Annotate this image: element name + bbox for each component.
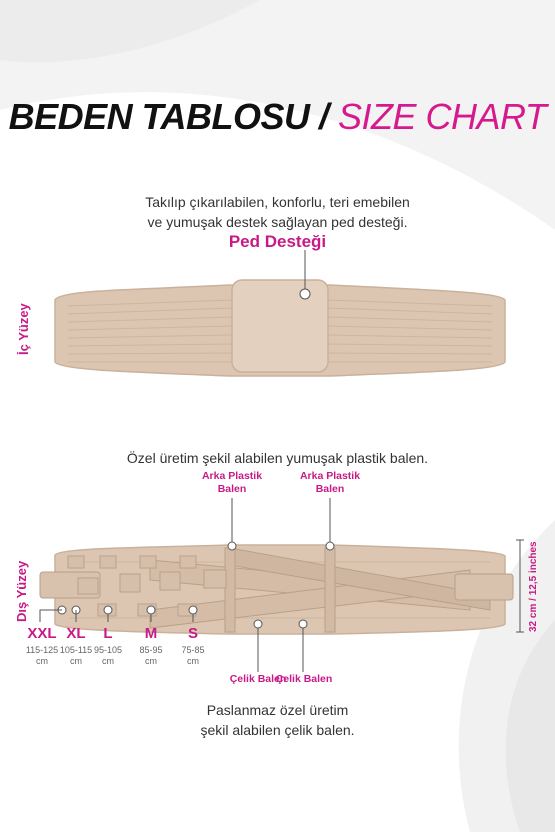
plastic-boning-description: Özel üretim şekil alabilen yumuşak plast… — [126, 450, 429, 466]
inner-belt — [54, 250, 506, 377]
height-dimension: 32 cm / 12,5 inches — [528, 541, 539, 632]
outer-surface-label: Dış Yüzey — [14, 560, 29, 622]
size-code: S — [187, 625, 198, 642]
size-code: L — [103, 625, 113, 642]
outer-belt — [39, 498, 524, 672]
steel-label-2: Çelik Balen — [275, 673, 333, 685]
page-title: BEDEN TABLOSU / SIZE CHART — [8, 96, 547, 137]
size-code: XXL — [27, 625, 57, 642]
steel-label-1: Çelik Balen — [229, 673, 287, 685]
size-range: 85-95 cm — [139, 645, 163, 666]
steel-boning-description: Paslanmaz özel üretim şekil alabilen çel… — [200, 702, 355, 738]
size-code: XL — [66, 625, 86, 642]
pad-callout: Ped Desteği — [228, 232, 327, 251]
size-range: 75-85 cm — [181, 645, 205, 666]
back-plastic-label-2: Arka Plastik Balen — [299, 470, 361, 495]
size-range: 115-125 cm — [25, 645, 59, 666]
size-code: M — [144, 625, 158, 642]
back-plastic-label-1: Arka Plastik Balen — [201, 470, 263, 495]
size-range: 95-105 cm — [93, 645, 123, 666]
size-range: 105-115 cm — [59, 645, 93, 666]
pad-description: Takılıp çıkarılabilen, konforlu, teri em… — [145, 194, 410, 230]
